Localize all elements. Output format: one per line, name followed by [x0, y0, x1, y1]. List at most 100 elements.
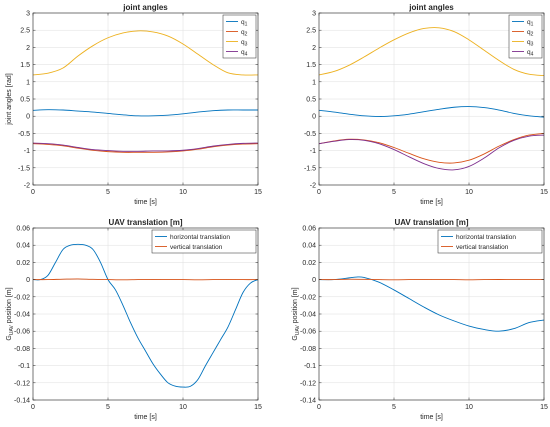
- y-tick-label: -2: [24, 183, 30, 190]
- legend-entry: q2: [241, 29, 248, 38]
- chart-title: joint angles: [408, 3, 454, 12]
- x-tick-label: 0: [31, 189, 35, 196]
- legend-box: [508, 14, 543, 59]
- legend-box: [222, 14, 257, 59]
- y-tick-label: -0.06: [14, 329, 30, 336]
- y-tick-label: 1: [26, 79, 30, 86]
- y-tick-label: -0.1: [304, 363, 316, 370]
- legend-entry: q1: [527, 19, 534, 28]
- x-tick-label: 0: [317, 189, 321, 196]
- series-line-3: [33, 30, 258, 76]
- legend: horizontal translation vertical translati…: [151, 229, 257, 254]
- y-axis-label: joint angles [rad]: [6, 73, 13, 125]
- series-line-3: [319, 27, 544, 77]
- y-tick-label: 2.5: [20, 28, 30, 35]
- chart-title: joint angles: [122, 3, 168, 12]
- y-tick-label: 0.06: [302, 226, 316, 233]
- y-tick-label: -0.5: [304, 131, 316, 138]
- series-line-1: [319, 106, 544, 118]
- x-axis-label: time [s]: [420, 199, 443, 206]
- y-tick-label: 0: [26, 277, 30, 284]
- y-tick-label: -0.04: [14, 312, 30, 319]
- x-tick-label: 5: [392, 404, 396, 411]
- x-axis-label: time [s]: [134, 414, 157, 421]
- y-tick-label: 0.5: [20, 97, 30, 104]
- y-tick-label: 3: [312, 11, 316, 18]
- legend-entry: q2: [527, 29, 534, 38]
- y-tick-label: -1.5: [18, 165, 30, 172]
- y-tick-label: -1.5: [304, 165, 316, 172]
- y-tick-label: 0.04: [302, 243, 316, 250]
- y-tick-label: -0.08: [14, 346, 30, 353]
- legend-entry: horizontal translation: [170, 234, 230, 241]
- legend-entry: q4: [527, 49, 534, 58]
- y-tick-label: 2.5: [306, 28, 316, 35]
- y-tick-label: 1.5: [20, 62, 30, 69]
- y-tick-label: -0.12: [300, 380, 316, 387]
- x-tick-label: 5: [106, 404, 110, 411]
- legend-entry: vertical translation: [170, 244, 223, 251]
- series-line-1: [33, 243, 258, 388]
- x-tick-label: 0: [317, 404, 321, 411]
- x-tick-label: 10: [179, 189, 187, 196]
- chart-panel-4: 0 5 10 15 -0.14 -0.12 -0.1 -0.08 -0.06 -0.04 -0.02…: [292, 218, 548, 421]
- y-tick-label: -0.04: [300, 312, 316, 319]
- y-tick-label: -0.08: [300, 346, 316, 353]
- x-axis-label: time [s]: [134, 199, 157, 206]
- legend-entry: q3: [241, 39, 248, 48]
- series-line-2: [319, 278, 544, 281]
- y-tick-label: -0.02: [300, 294, 316, 301]
- legend-entry: vertical translation: [456, 244, 509, 251]
- y-tick-label: 0.02: [302, 260, 316, 267]
- y-tick-label: -1: [310, 148, 316, 155]
- chart-panel-1: 0 5 10 15 -2 -1.5 -1 -0.5 0 0.5 1 1.5 2 2.5 3 joint ang…: [6, 3, 262, 206]
- y-tick-label: 0: [312, 277, 316, 284]
- series-line-4: [33, 142, 258, 152]
- chart-title: UAV translation [m]: [394, 218, 468, 227]
- legend-box: [151, 229, 257, 254]
- chart-panel-2: 0 5 10 15 -2 -1.5 -1 -0.5 0 0.5 1 1.5 2 2.5 3 joint ang…: [304, 3, 548, 206]
- x-tick-label: 5: [392, 189, 396, 196]
- legend-entry: q4: [241, 49, 248, 58]
- y-tick-label: -0.14: [14, 398, 30, 405]
- series-line-1: [319, 276, 544, 332]
- y-tick-label: 1: [312, 79, 316, 86]
- y-tick-label: 0.5: [306, 97, 316, 104]
- y-tick-label: -0.02: [14, 294, 30, 301]
- x-tick-label: 15: [540, 189, 548, 196]
- x-tick-label: 10: [465, 404, 473, 411]
- legend-box: [437, 229, 543, 254]
- legend: horizontal translation vertical translati…: [437, 229, 543, 254]
- y-tick-label: 0.04: [16, 243, 30, 250]
- legend-entry: q1: [241, 19, 248, 28]
- series-line-1: [33, 109, 258, 117]
- legend-entry: horizontal translation: [456, 234, 516, 241]
- x-tick-label: 15: [540, 404, 548, 411]
- x-tick-label: 10: [465, 189, 473, 196]
- y-tick-label: 0.02: [16, 260, 30, 267]
- y-tick-label: -2: [310, 183, 316, 190]
- y-tick-label: -0.06: [300, 329, 316, 336]
- series-line-2: [33, 143, 258, 153]
- x-tick-label: 10: [179, 404, 187, 411]
- x-tick-label: 15: [254, 404, 262, 411]
- x-tick-label: 15: [254, 189, 262, 196]
- y-tick-label: 1.5: [306, 62, 316, 69]
- y-tick-label: -1: [24, 148, 30, 155]
- x-axis-label: time [s]: [420, 414, 443, 421]
- x-tick-label: 5: [106, 189, 110, 196]
- chart-panel-3: 0 5 10 15 -0.14 -0.12 -0.1 -0.08 -0.06 -0.04 -0.02…: [6, 218, 262, 421]
- y-tick-label: -0.14: [300, 398, 316, 405]
- y-tick-label: 2: [26, 45, 30, 52]
- y-tick-label: -0.1: [18, 363, 30, 370]
- y-tick-label: -0.12: [14, 380, 30, 387]
- series-line-2: [33, 278, 258, 281]
- y-axis-label: GUAV position [m]: [292, 287, 301, 340]
- x-tick-label: 0: [31, 404, 35, 411]
- y-tick-label: 3: [26, 11, 30, 18]
- y-tick-label: 0: [26, 114, 30, 121]
- y-tick-label: 0: [312, 114, 316, 121]
